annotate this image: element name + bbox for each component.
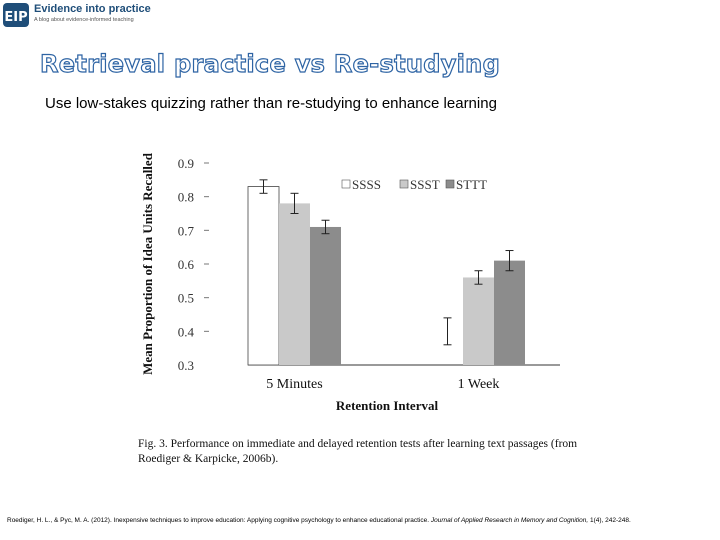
citation-journal: Journal of Applied Research in Memory an… (430, 517, 589, 524)
legend-swatch-sttt (445, 179, 455, 189)
figure-caption-text: Performance on immediate and delayed ret… (138, 438, 578, 465)
slide-subtitle: Use low-stakes quizzing rather than re-s… (45, 95, 497, 112)
x-tick-label: 5 Minutes (266, 377, 322, 392)
citation-text: Roediger, H. L., & Pyc, M. A. (2012). In… (7, 517, 430, 524)
y-tick-label: 0.7 (178, 223, 195, 238)
x-axis-tick-labels: 5 Minutes 1 Week (266, 377, 499, 392)
y-tick-label: 0.6 (178, 257, 195, 272)
brand-tagline: A blog about evidence-informed teaching (34, 17, 134, 23)
logo-text: EIP (4, 10, 27, 25)
error-bars (259, 179, 514, 346)
legend-label-ssss: SSSS (352, 177, 381, 192)
brand-title: Evidence into practice (34, 3, 151, 15)
slide-title: Retrieval practice vs Re-studying (39, 49, 501, 78)
eip-logo: EIP (3, 3, 29, 27)
y-tick-label: 0.3 (178, 358, 194, 373)
x-axis-label: Retention Interval (336, 398, 439, 413)
citation-rest: 1(4), 242-248. (589, 517, 631, 524)
bar-ssss (247, 186, 280, 366)
citation: Roediger, H. L., & Pyc, M. A. (2012). In… (7, 516, 707, 526)
bar-ssst (279, 203, 310, 365)
bar-sttt (310, 226, 341, 365)
y-tick-label: 0.5 (178, 291, 194, 306)
legend-label-ssst: SSST (410, 177, 440, 192)
bar-sttt (494, 260, 525, 365)
x-tick-label: 1 Week (458, 377, 500, 392)
legend-label-sttt: STTT (456, 177, 487, 192)
legend-swatch-ssst (399, 179, 409, 189)
y-axis-ticks: 0.9 0.8 0.7 0.6 0.5 0.4 0.3 (178, 156, 209, 373)
bar-chart: 0.9 0.8 0.7 0.6 0.5 0.4 0.3 SSSS SSST STTT 5 Min… (140, 152, 560, 413)
y-tick-label: 0.8 (178, 190, 194, 205)
bar-ssst (463, 277, 494, 365)
legend-swatch-ssss (341, 179, 351, 189)
y-tick-label: 0.9 (178, 156, 194, 171)
figure-caption: Fig. 3. Performance on immediate and del… (138, 437, 598, 467)
y-tick-label: 0.4 (178, 324, 195, 339)
y-axis-label: Mean Proportion of Idea Units Recalled (140, 152, 155, 375)
bars (247, 186, 525, 366)
legend: SSSS SSST STTT (341, 177, 487, 192)
figure-label: Fig. 3. (138, 438, 168, 450)
